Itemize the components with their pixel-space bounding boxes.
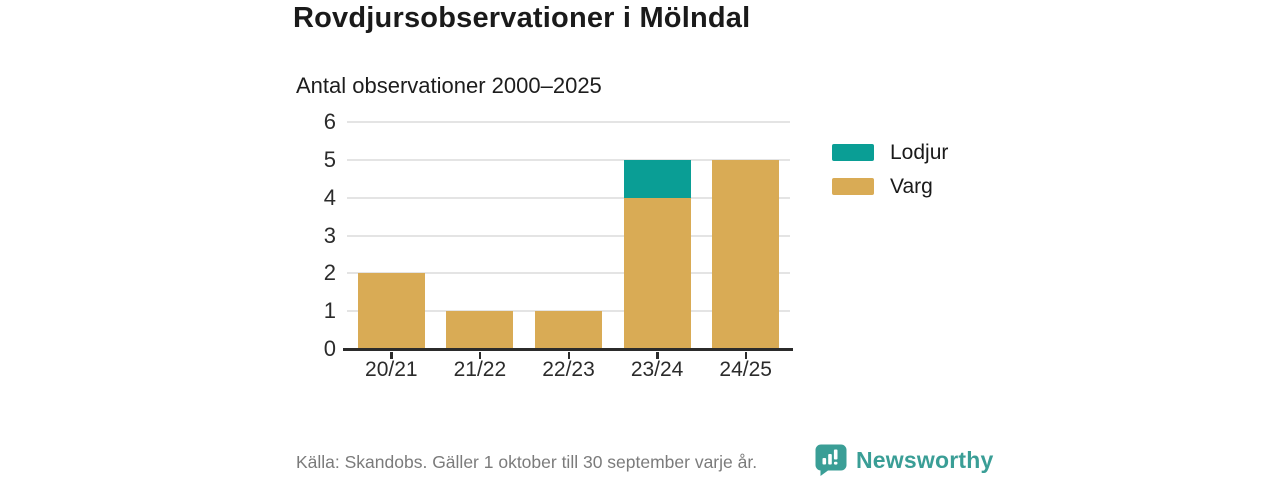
y-tick-label-0: 0 <box>323 336 336 361</box>
footer: Källa: Skandobs. Gäller 1 oktober till 3… <box>0 440 1280 480</box>
chart-title: Rovdjursobservationer i Mölndal <box>293 2 751 34</box>
x-tick-21/22 <box>478 352 482 359</box>
source-note: Källa: Skandobs. Gäller 1 oktober till 3… <box>296 452 758 472</box>
bar-23/24-lodjur <box>623 159 691 198</box>
x-tick-23/24 <box>656 352 659 359</box>
y-axis-labels: 0 1 2 3 4 5 6 <box>280 109 336 361</box>
legend-item-lodjur: Lodjur <box>832 142 948 163</box>
y-tick-label-4: 4 <box>323 184 336 210</box>
newsworthy-logo-icon <box>814 443 848 477</box>
legend-label-lodjur: Lodjur <box>890 141 949 164</box>
varg-swatch <box>832 178 874 195</box>
x-tick-24/25 <box>744 352 748 359</box>
gridline-2 <box>347 272 790 275</box>
x-tick-label-24/25: 24/25 <box>719 358 772 381</box>
y-tick-label-1: 1 <box>323 298 336 324</box>
bar-24/25-varg <box>712 159 780 349</box>
x-tick-label-20/21: 20/21 <box>365 358 418 381</box>
gridline-5 <box>347 158 790 161</box>
gridline-3 <box>347 234 790 237</box>
legend-item-varg: Varg <box>832 176 948 197</box>
bar-23/24-varg <box>623 197 691 349</box>
lodjur-swatch <box>832 144 874 161</box>
x-tick-20/21 <box>390 352 393 359</box>
newsworthy-brand-link[interactable]: Newsworthy <box>814 443 993 477</box>
x-tick-label-22/23: 22/23 <box>542 358 595 381</box>
x-axis-labels: 20/21 21/22 22/23 23/24 24/25 <box>347 358 790 388</box>
chart-subtitle: Antal observationer 2000–2025 <box>296 73 602 98</box>
bar-21/22-varg <box>446 311 514 349</box>
bar-22/23-varg <box>535 311 602 349</box>
legend: Lodjur Varg <box>832 142 948 210</box>
y-tick-label-2: 2 <box>323 260 336 286</box>
x-tick-label-21/22: 21/22 <box>453 358 507 381</box>
y-tick-label-3: 3 <box>323 222 336 248</box>
y-tick-label-5: 5 <box>323 146 336 172</box>
x-tick-label-23/24: 23/24 <box>630 358 684 381</box>
gridline-6 <box>347 121 790 123</box>
x-tick-22/23 <box>567 352 570 359</box>
bar-20/21-varg <box>357 273 425 349</box>
gridline-4 <box>347 196 790 199</box>
plot-area <box>347 121 790 359</box>
y-tick-label-6: 6 <box>323 109 336 134</box>
x-axis-line <box>343 348 793 351</box>
legend-label-varg: Varg <box>890 175 933 198</box>
newsworthy-wordmark: Newsworthy <box>856 446 994 473</box>
